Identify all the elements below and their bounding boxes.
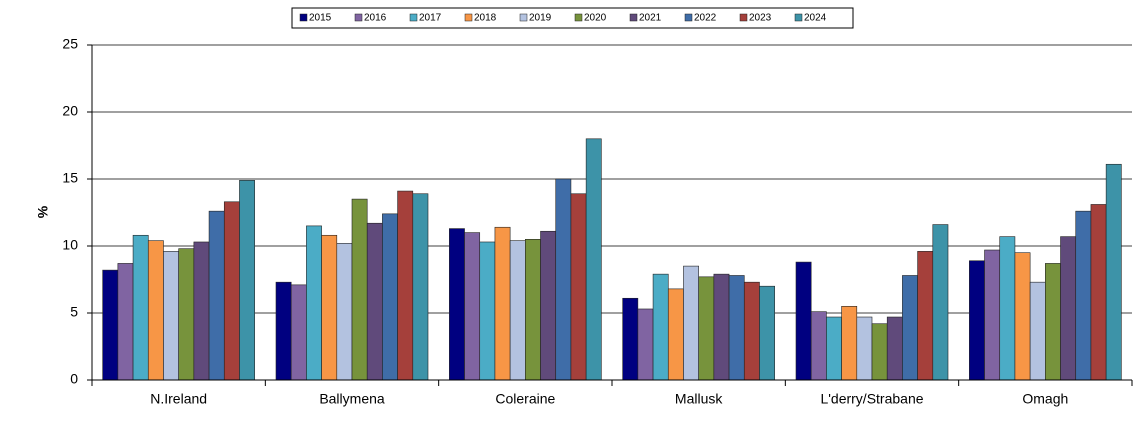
- bar: [1105, 163, 1122, 381]
- bar: [826, 316, 842, 381]
- bar: [1075, 210, 1092, 381]
- x-tick-label: Ballymena: [319, 391, 385, 407]
- legend-swatch: [299, 13, 308, 22]
- bar: [713, 273, 730, 381]
- bar: [540, 230, 557, 381]
- legend-label: 2021: [639, 13, 662, 24]
- y-tick-label: 15: [62, 170, 78, 186]
- x-tick-label: L'derry/Strabane: [820, 391, 923, 407]
- bar: [637, 308, 654, 381]
- bar: [743, 281, 760, 381]
- legend-label: 2023: [749, 13, 772, 24]
- bar: [917, 251, 934, 381]
- y-tick-label: 0: [70, 371, 78, 387]
- bar: [1014, 252, 1031, 381]
- legend-label: 2017: [419, 13, 442, 24]
- legend-label: 2016: [364, 13, 387, 24]
- bar: [351, 198, 368, 381]
- legend-swatch: [739, 13, 748, 22]
- bar: [570, 193, 587, 381]
- legend-label: 2024: [804, 13, 827, 24]
- bar: [306, 225, 322, 381]
- bar: [321, 234, 338, 381]
- bar: [382, 213, 398, 381]
- legend-swatch: [519, 13, 528, 22]
- legend-swatch: [574, 13, 583, 22]
- bar: [366, 222, 383, 381]
- legend-label: 2018: [474, 13, 497, 24]
- bar: [1090, 204, 1107, 381]
- legend-label: 2019: [529, 13, 552, 24]
- bar: [1060, 236, 1077, 381]
- legend-swatch: [354, 13, 363, 22]
- legend-swatch: [409, 13, 418, 22]
- bar: [1045, 263, 1061, 381]
- bar: [464, 232, 481, 381]
- x-tick-label: Mallusk: [675, 391, 723, 407]
- bar: [555, 178, 572, 381]
- legend-swatch: [629, 13, 638, 22]
- bar: [117, 263, 134, 381]
- bar: [810, 311, 827, 381]
- legend-swatch: [794, 13, 803, 22]
- bar: [932, 224, 949, 381]
- y-tick-label: 5: [70, 304, 78, 320]
- bar: [412, 193, 429, 381]
- bar: [102, 269, 119, 381]
- bar: [132, 234, 149, 381]
- legend-label: 2015: [309, 13, 332, 24]
- bar: [795, 261, 812, 381]
- bar: [479, 241, 496, 381]
- bar: [652, 273, 669, 381]
- legend-swatch: [464, 13, 473, 22]
- bar: [622, 297, 639, 381]
- bar: [163, 251, 179, 381]
- bar: [494, 226, 511, 381]
- bar: [871, 323, 888, 381]
- bar: [683, 265, 699, 381]
- bar: [239, 180, 255, 381]
- bar: [193, 241, 210, 381]
- legend-label: 2022: [694, 13, 717, 24]
- bar: [999, 236, 1016, 381]
- bar: [1029, 281, 1046, 381]
- bar: [178, 248, 195, 381]
- bar: [856, 316, 873, 381]
- bar: [449, 228, 465, 381]
- bar: [969, 260, 985, 381]
- bar: [275, 281, 292, 381]
- bar: [667, 288, 684, 381]
- bar: [223, 201, 240, 381]
- legend-label: 2020: [584, 13, 607, 24]
- y-tick-label: 10: [62, 237, 78, 253]
- bar: [902, 275, 918, 381]
- bar: [841, 305, 858, 381]
- bar: [698, 276, 715, 381]
- x-tick-label: N.Ireland: [150, 391, 207, 407]
- legend-swatch: [684, 13, 693, 22]
- bar: [585, 138, 602, 381]
- bar: [525, 239, 541, 381]
- bar: [336, 243, 353, 381]
- y-axis-label: %: [35, 205, 51, 218]
- y-tick-label: 20: [62, 103, 78, 119]
- bar: [509, 240, 526, 381]
- bar: [397, 190, 414, 381]
- bar: [984, 249, 1001, 381]
- bar: [759, 285, 775, 381]
- bar: [886, 316, 903, 381]
- bar: [728, 275, 745, 381]
- bar: [147, 240, 164, 381]
- bar: [290, 284, 307, 381]
- bar: [208, 210, 225, 381]
- x-tick-label: Omagh: [1022, 391, 1068, 407]
- x-tick-label: Coleraine: [495, 391, 555, 407]
- legend-box: [291, 7, 854, 29]
- y-tick-label: 25: [62, 36, 78, 52]
